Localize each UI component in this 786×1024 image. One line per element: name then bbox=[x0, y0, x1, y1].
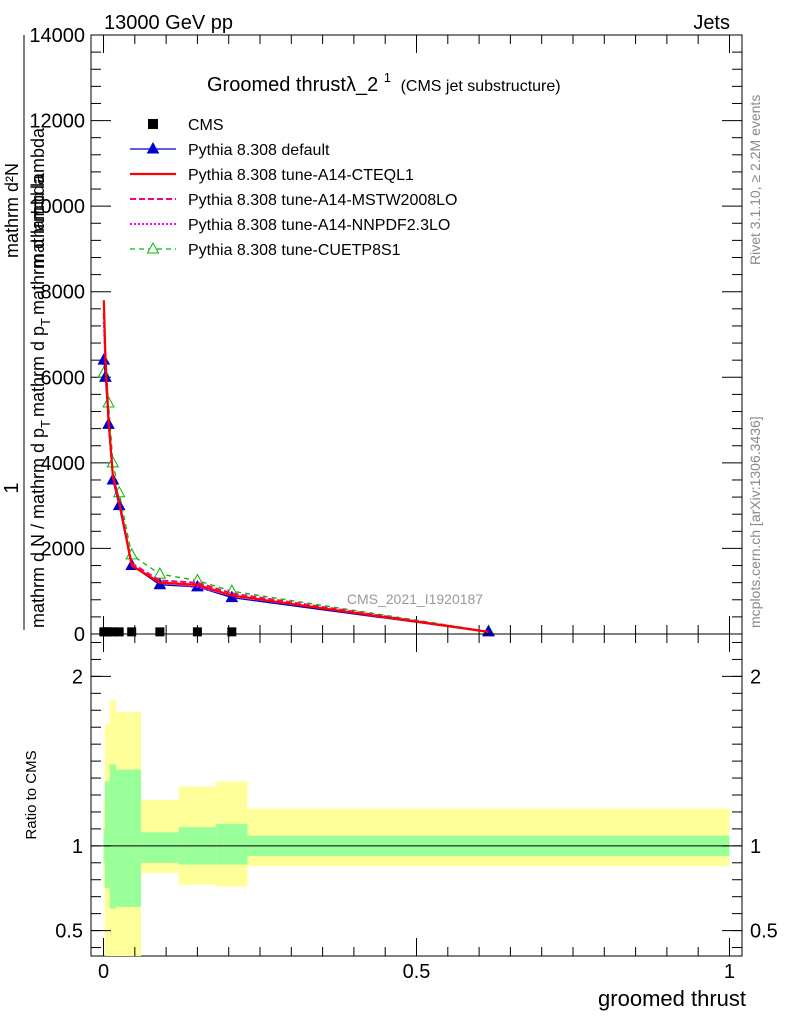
cms-data-point bbox=[227, 627, 237, 637]
ratio-bands-layer bbox=[103, 700, 730, 956]
y-label-denom-part-2: T bbox=[38, 420, 53, 428]
ratio-y-tick-label: 0.5 bbox=[55, 921, 83, 943]
y-label-denominator-a: mathrm d N / mathrm d pTmathrm d pTmathr… bbox=[28, 174, 53, 628]
legend-marker-cms bbox=[148, 119, 158, 129]
cms-points-layer bbox=[99, 627, 237, 637]
legend: CMS Pythia 8.308 default Pythia 8.308 tune… bbox=[130, 117, 457, 259]
y-label-denom-part-3: mathrm d p bbox=[28, 326, 48, 417]
y-label-overlap-a: mathrm d lambda bbox=[28, 127, 48, 268]
series-marker-default bbox=[97, 353, 111, 365]
y-label-numerator: mathrm d²N bbox=[2, 163, 22, 258]
legend-label-mstw: Pythia 8.308 tune-A14-MSTW2008LO bbox=[188, 192, 457, 209]
ratio-y-tick-label: 2 bbox=[72, 666, 83, 688]
ratio-band-inner bbox=[104, 781, 110, 889]
cms-data-point bbox=[192, 627, 202, 637]
ratio-y-tick-label-right: 1 bbox=[750, 836, 761, 858]
ratio-x-tick-label: 0.5 bbox=[403, 961, 431, 983]
cms-data-point bbox=[155, 627, 165, 637]
main-y-label: 1 mathrm d²N mathrm d N / mathrm d pTmat… bbox=[1, 35, 53, 630]
main-y-tick-label: 12000 bbox=[29, 111, 85, 133]
main-y-axis: 0 2000 4000 6000 8000 10000 12000 14000 bbox=[29, 25, 742, 646]
main-series-layer bbox=[97, 300, 495, 637]
ratio-band-inner bbox=[109, 764, 117, 909]
ratio-y-label: Ratio to CMS bbox=[23, 750, 40, 839]
legend-marker-cuetp bbox=[146, 241, 160, 254]
ratio-band-inner bbox=[116, 769, 142, 907]
analysis-watermark: CMS_2021_I1920187 bbox=[347, 591, 483, 607]
header-process: Jets bbox=[693, 12, 730, 34]
ratio-x-axis: 0 0.5 1 bbox=[98, 634, 735, 983]
ratio-y-tick-label: 1 bbox=[72, 836, 83, 858]
main-y-tick-label: 0 bbox=[74, 624, 85, 646]
ratio-x-tick-label: 0 bbox=[98, 961, 109, 983]
ratio-band-inner bbox=[216, 823, 248, 865]
x-axis-label: groomed thrust bbox=[598, 986, 746, 1011]
legend-marker-default bbox=[146, 141, 160, 154]
plot-title-subtitle: (CMS jet substructure) bbox=[401, 78, 561, 95]
ratio-y-tick-label-right: 0.5 bbox=[750, 921, 778, 943]
main-y-tick-label: 8000 bbox=[41, 282, 86, 304]
series-line-cteql1 bbox=[102, 300, 489, 633]
y-label-denom-part-5: mathrm d lambda bbox=[28, 174, 48, 315]
plot-title-superscript: 1 bbox=[384, 70, 391, 85]
legend-label-cuetp: Pythia 8.308 tune-CUETP8S1 bbox=[188, 242, 401, 259]
legend-label-default: Pythia 8.308 default bbox=[188, 142, 330, 159]
main-y-tick-label: 6000 bbox=[41, 367, 86, 389]
legend-label-cms: CMS bbox=[188, 117, 224, 134]
cms-data-point bbox=[114, 627, 124, 637]
ratio-y-axis: 0.5 0.5 1 1 2 2 bbox=[55, 641, 778, 949]
ratio-x-tick-label: 1 bbox=[724, 961, 735, 983]
rivet-info: Rivet 3.1.10, ≥ 2.2M events bbox=[747, 95, 763, 265]
y-label-one: 1 bbox=[1, 482, 23, 493]
y-label-denominator-b: mathrm d lambda bbox=[28, 127, 48, 268]
arxiv-info: mcplots.cern.ch [arXiv:1306.3436] bbox=[747, 416, 763, 628]
main-y-tick-label: 2000 bbox=[41, 538, 86, 560]
legend-label-nnpdf: Pythia 8.308 tune-A14-NNPDF2.3LO bbox=[188, 217, 450, 234]
cms-data-point bbox=[108, 627, 118, 637]
ratio-band-inner bbox=[141, 832, 179, 863]
header-energy: 13000 GeV pp bbox=[104, 12, 233, 34]
series-line-cuetp bbox=[103, 372, 489, 633]
plot-title-main: Groomed thrustλ_2 bbox=[207, 74, 378, 96]
legend-label-cteql1: Pythia 8.308 tune-A14-CTEQL1 bbox=[188, 167, 414, 184]
y-label-denom-part-1: mathrm d N / mathrm d p bbox=[28, 428, 48, 628]
series-marker-cuetp bbox=[153, 567, 167, 579]
plot-title: Groomed thrustλ_2 1 (CMS jet substructur… bbox=[207, 65, 561, 96]
main-y-tick-label: 4000 bbox=[41, 453, 86, 475]
main-y-tick-label: 14000 bbox=[29, 25, 85, 47]
y-label-denom-part-4: T bbox=[38, 318, 53, 326]
ratio-y-tick-label-right: 2 bbox=[750, 666, 761, 688]
cms-data-point bbox=[127, 627, 137, 637]
main-y-tick-label: 10000 bbox=[29, 196, 85, 218]
